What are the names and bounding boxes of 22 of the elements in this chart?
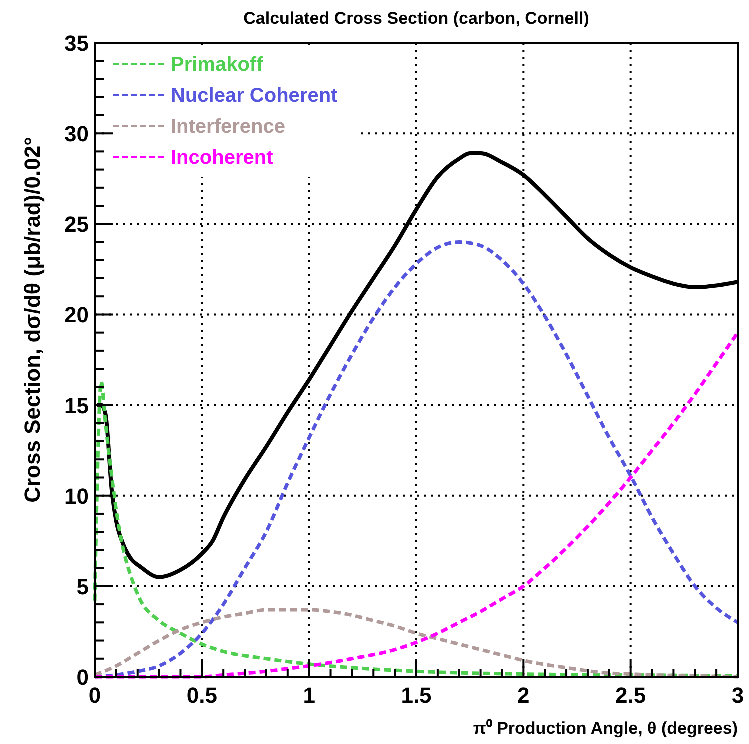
line-series xyxy=(93,608,740,679)
x-tick-label: 1.5 xyxy=(401,683,432,708)
y-tick-label: 10 xyxy=(64,484,89,509)
x-axis-title: π⁰ Production Angle, θ (degrees) xyxy=(473,719,738,738)
legend-label: Nuclear Coherent xyxy=(171,85,338,107)
legend-label: Primakoff xyxy=(171,54,264,76)
y-tick-label: 30 xyxy=(64,122,89,147)
y-tick-label: 5 xyxy=(76,574,89,600)
x-tick-label: 2 xyxy=(518,683,530,708)
x-tick-label: 0.5 xyxy=(186,683,218,708)
legend-label: Interference xyxy=(171,116,286,138)
legend-label: Incoherent xyxy=(171,147,274,169)
y-tick-label: 0 xyxy=(76,665,89,690)
y-tick-label: 15 xyxy=(64,393,89,418)
y-tick-label: 35 xyxy=(64,31,89,56)
x-tick-label: 3 xyxy=(732,683,744,708)
y-tick-label: 25 xyxy=(64,212,89,238)
chart-title: Calculated Cross Section (carbon, Cornell) xyxy=(244,9,590,28)
y-axis-title: Cross Section, dσ/dθ (μb/rad)/0.02° xyxy=(20,137,45,503)
x-tick-label: 2.5 xyxy=(616,683,646,708)
x-tick-label: 1 xyxy=(303,683,316,708)
y-tick-label: 20 xyxy=(64,302,89,328)
